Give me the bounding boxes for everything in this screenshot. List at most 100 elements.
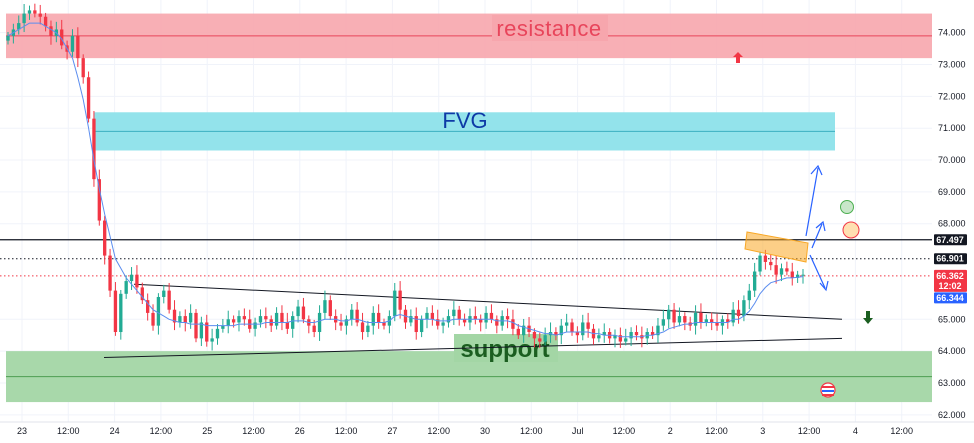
candle-body — [618, 335, 623, 342]
candle-body — [790, 271, 794, 278]
candle-body — [538, 338, 542, 342]
candle-body — [205, 322, 209, 342]
projection-down — [809, 254, 826, 289]
price-axis[interactable] — [932, 0, 974, 422]
candle-body — [312, 325, 316, 333]
candle-body — [17, 23, 21, 30]
candle-body — [376, 312, 381, 323]
candle-body — [489, 312, 494, 320]
candle-body — [758, 255, 762, 272]
candle-body — [97, 179, 101, 221]
time-tick-label: 12:00 — [335, 426, 358, 436]
svg-text:67.497: 67.497 — [936, 235, 964, 245]
candle-body — [285, 322, 289, 329]
candle-body — [747, 290, 751, 301]
candle-body — [656, 325, 660, 336]
candle-body — [301, 306, 306, 320]
candle-body — [70, 35, 75, 52]
candle-body — [624, 338, 628, 342]
time-tick-label: Jul — [572, 426, 584, 436]
time-tick-label: 12:00 — [427, 426, 450, 436]
candle-body — [752, 271, 757, 291]
candle-body — [194, 312, 198, 339]
candle-body — [414, 316, 418, 333]
price-tick-label: 64.000 — [938, 346, 966, 356]
candle-body — [597, 335, 601, 339]
candle-body — [774, 265, 778, 275]
price-tick-label: 72.000 — [938, 91, 966, 101]
candle-body — [371, 312, 375, 326]
projection-arrows[interactable] — [805, 164, 829, 292]
candle-body — [441, 322, 445, 326]
candle-body — [328, 300, 332, 317]
support-label: support — [460, 336, 549, 363]
triangle-lower-trendline[interactable] — [103, 337, 843, 358]
time-tick-label: 12:00 — [242, 426, 265, 436]
candle-body — [360, 322, 365, 333]
candle-body — [296, 306, 300, 317]
candle-body — [199, 322, 204, 339]
candle-body — [38, 13, 42, 17]
candle-body — [366, 325, 370, 333]
candle-body — [430, 312, 435, 320]
candle-body — [92, 118, 96, 180]
candle-body — [731, 309, 735, 323]
candle-body — [86, 77, 91, 119]
candle-body — [522, 325, 526, 336]
candle-body — [613, 335, 617, 339]
candle-body — [323, 300, 327, 313]
candle-body — [769, 261, 773, 266]
candle-body — [462, 319, 467, 323]
time-tick-label: 2 — [668, 426, 673, 436]
candle-body — [704, 319, 708, 323]
candle-body — [672, 309, 676, 323]
candle-body — [215, 328, 220, 339]
fvg-label: FVG — [442, 108, 487, 133]
candle-body — [27, 10, 32, 14]
badge-last-price: 66.362 12:02 — [934, 269, 967, 292]
candlestick-series — [6, 3, 805, 351]
triangle-upper-trendline[interactable] — [133, 283, 843, 320]
candle-body — [532, 332, 537, 339]
candle-body — [81, 58, 85, 78]
price-tick-label: 70.000 — [938, 155, 966, 165]
candle-body — [124, 281, 128, 294]
time-tick-label: 12:00 — [613, 426, 636, 436]
flag-event-icon[interactable] — [820, 382, 836, 398]
badge-67497: 67.497 — [934, 234, 967, 246]
candle-body — [140, 287, 144, 301]
candle-body — [543, 335, 547, 342]
green-circle-icon — [840, 200, 854, 214]
candle-body — [742, 300, 746, 317]
time-tick-label: 24 — [110, 426, 120, 436]
candle-body — [162, 290, 166, 297]
candle-body — [6, 35, 10, 41]
candle-body — [457, 309, 461, 320]
time-tick-label: 12:00 — [798, 426, 821, 436]
candle-body — [586, 322, 590, 329]
candle-body — [473, 316, 477, 320]
candle-body — [710, 319, 714, 323]
candle-body — [188, 312, 193, 323]
candle-body — [795, 274, 800, 278]
candle-body — [479, 319, 483, 323]
candle-body — [264, 316, 268, 320]
svg-text:66.901: 66.901 — [936, 254, 964, 264]
candle-body — [602, 332, 606, 336]
candle-body — [575, 332, 580, 336]
candle-body — [178, 316, 182, 323]
candle-body — [736, 309, 741, 317]
candle-body — [693, 312, 698, 326]
candle-body — [344, 319, 349, 326]
svg-text:12:02: 12:02 — [938, 281, 961, 291]
candle-body — [484, 312, 488, 323]
time-tick-label: 30 — [480, 426, 490, 436]
candle-body — [43, 16, 48, 27]
bull-flag-channel[interactable] — [744, 231, 809, 263]
candle-body — [339, 322, 343, 326]
candle-body — [677, 316, 682, 323]
candle-body — [629, 332, 633, 339]
candle-body — [650, 332, 655, 336]
candle-body — [129, 274, 134, 282]
